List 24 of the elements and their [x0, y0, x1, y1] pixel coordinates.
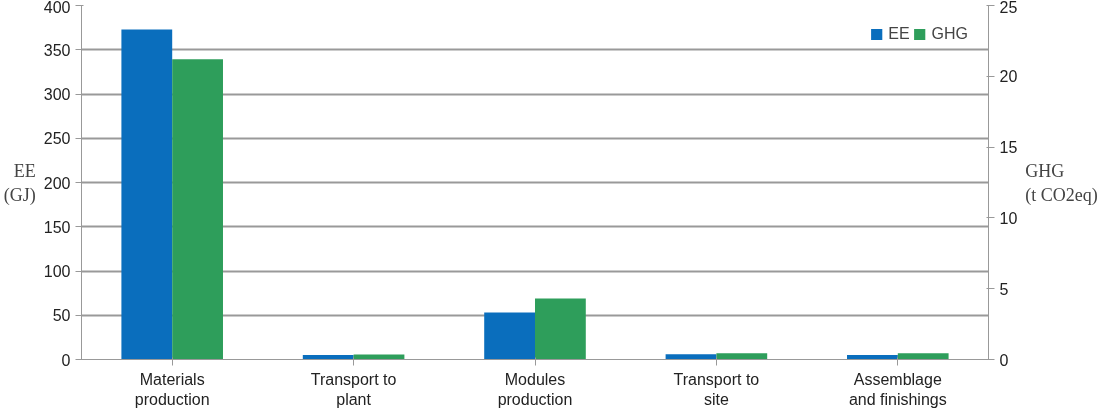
y-tick-label: 50 [52, 307, 71, 325]
y2-tick-label: 5 [999, 280, 1009, 298]
y2-tick-label: 25 [999, 0, 1018, 16]
y2-tick-label: 0 [999, 351, 1009, 369]
y-axis-title: EE (GJ) [3, 160, 36, 206]
x-tick-label: Transport to site [673, 370, 760, 408]
y-tick-label: 100 [43, 263, 71, 280]
y-tick-label: 0 [61, 351, 71, 369]
y-tick-label: 350 [43, 41, 71, 59]
y-tick-label: 250 [43, 130, 71, 148]
y2-tick-label: 10 [999, 209, 1018, 227]
y2-tick-label: 20 [999, 68, 1018, 86]
x-tick-label: Modules production [497, 370, 573, 408]
y-tick-label: 400 [43, 0, 71, 16]
x-tick-label: Transport to plant [310, 370, 397, 408]
y2-tick-label: 15 [999, 139, 1018, 157]
legend-label: GHG [931, 25, 968, 43]
y-tick-label: 150 [43, 218, 71, 236]
y2-axis-title: GHG (t CO2eq) [1025, 160, 1098, 206]
y-tick-label: 200 [43, 174, 71, 192]
y-tick-label: 300 [43, 86, 71, 103]
legend-label: EE [888, 25, 910, 43]
x-tick-label: Assemblage and finishings [848, 370, 947, 408]
x-tick-label: Materials production [134, 370, 210, 408]
